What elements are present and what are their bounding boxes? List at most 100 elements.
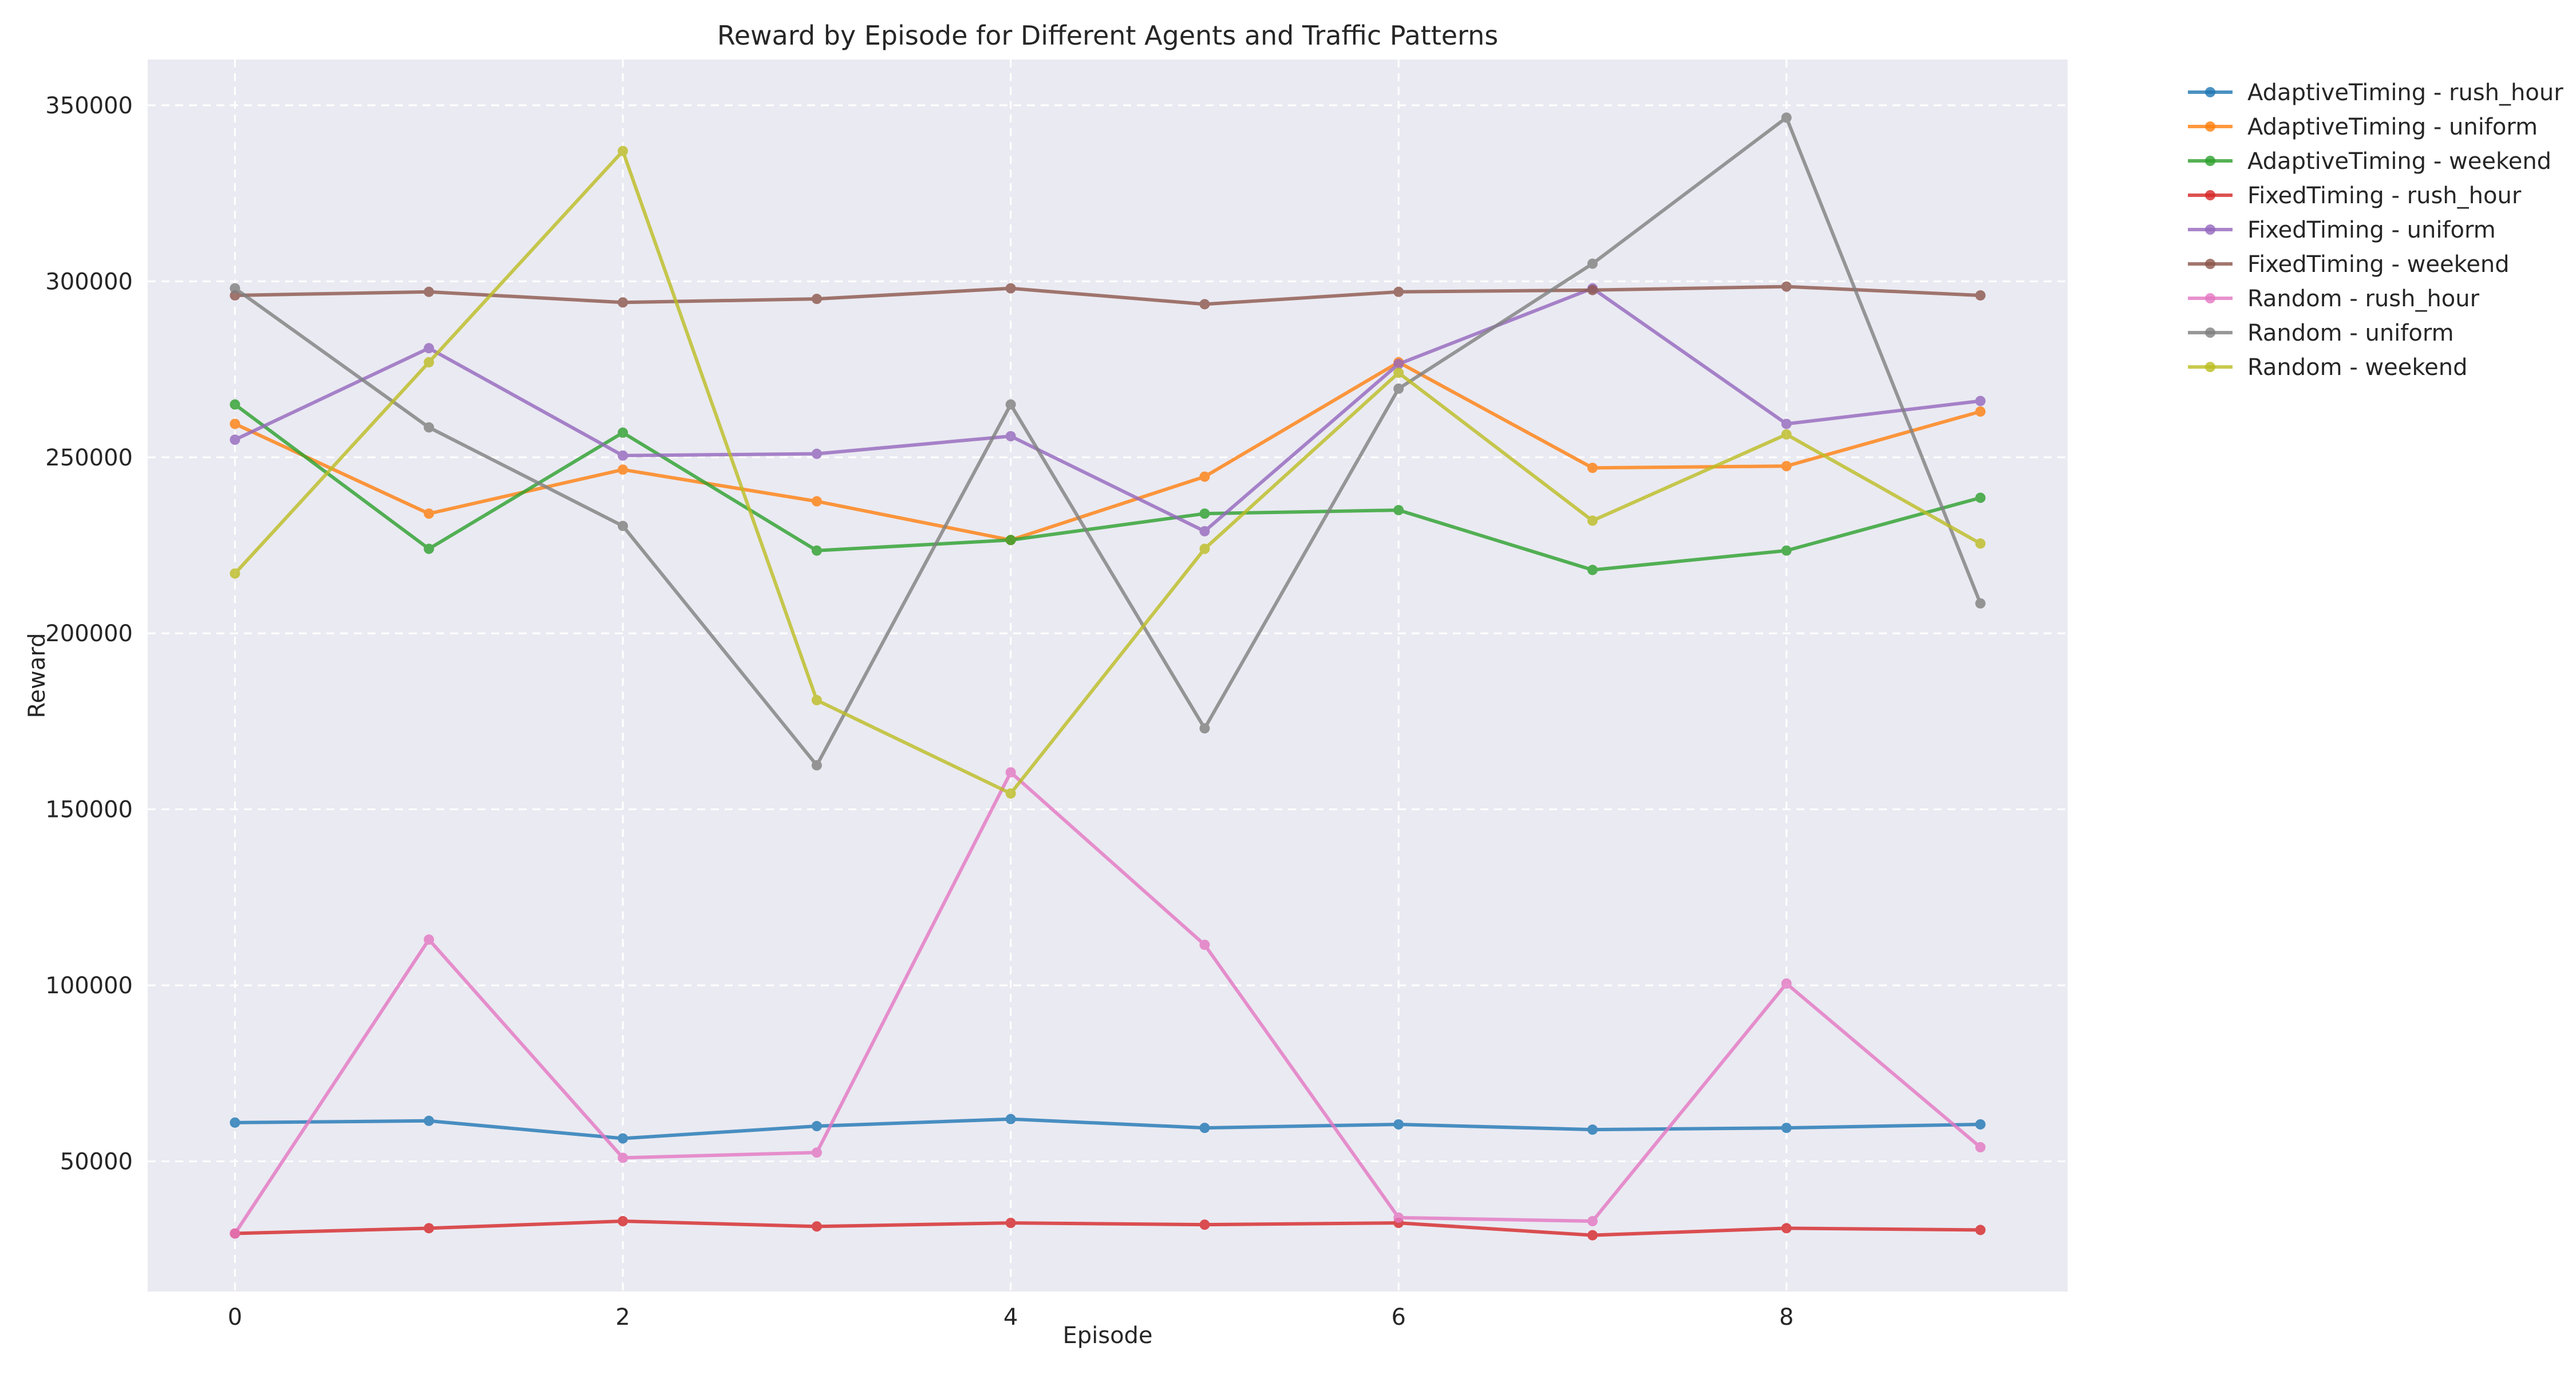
data-point (1005, 788, 1016, 799)
legend-item: FixedTiming - uniform (2188, 217, 2496, 243)
series-line (235, 1117, 1981, 1140)
series-8 (230, 145, 1986, 799)
data-point (1587, 285, 1598, 295)
legend-swatch-marker (2205, 327, 2215, 338)
data-point (1781, 1223, 1792, 1234)
data-point (1975, 598, 1986, 609)
data-point (1005, 1218, 1016, 1229)
data-point (1393, 286, 1404, 297)
series-5 (230, 281, 1986, 310)
data-point (1199, 939, 1210, 950)
legend-item: AdaptiveTiming - rush_hour (2188, 80, 2563, 106)
data-point (230, 290, 240, 301)
y-tick-label: 150000 (45, 797, 133, 823)
data-point (230, 418, 240, 429)
data-point (1975, 492, 1986, 503)
data-point (1199, 299, 1210, 310)
data-point (230, 568, 240, 579)
legend-swatch-marker (2205, 259, 2215, 269)
series-line (233, 771, 1982, 1235)
legend-swatch-marker (2205, 190, 2215, 200)
data-point (1199, 1123, 1210, 1134)
data-point (811, 760, 822, 771)
data-point (230, 283, 240, 294)
data-point (1975, 538, 1986, 549)
data-point (1199, 508, 1210, 519)
data-point (618, 1133, 629, 1144)
y-tick-label: 50000 (60, 1149, 133, 1175)
data-point (1005, 283, 1016, 294)
data-point (1393, 1119, 1404, 1130)
data-point (1199, 1219, 1210, 1230)
data-point (1005, 399, 1016, 410)
series-line (235, 1219, 1981, 1237)
data-point (618, 450, 629, 461)
data-point (424, 1115, 434, 1126)
series-0 (230, 1114, 1986, 1144)
data-point (811, 545, 822, 556)
legend-label: FixedTiming - rush_hour (2247, 183, 2522, 209)
data-point (1781, 978, 1792, 989)
y-axis-title: Reward (24, 633, 50, 718)
legend-label: FixedTiming - uniform (2247, 217, 2496, 243)
legend-label: AdaptiveTiming - rush_hour (2247, 80, 2563, 106)
data-point (1781, 429, 1792, 440)
data-point (424, 934, 434, 945)
legend-swatch-marker (2205, 224, 2215, 235)
data-point (1393, 358, 1404, 369)
data-point (1975, 1225, 1986, 1235)
data-point (424, 1223, 434, 1234)
data-point (1975, 406, 1986, 417)
legend-label: Random - rush_hour (2247, 286, 2480, 312)
data-point (811, 1121, 822, 1132)
data-point (1005, 1114, 1016, 1124)
data-point (811, 448, 822, 459)
data-point (1005, 767, 1016, 778)
plot-area (148, 60, 2068, 1292)
data-point (1781, 112, 1792, 123)
y-tick-label: 100000 (45, 973, 133, 999)
data-point (1199, 723, 1210, 734)
data-point (1975, 1119, 1986, 1130)
series-4 (230, 283, 1986, 536)
data-point (424, 286, 434, 297)
data-point (1587, 564, 1598, 575)
data-point (1199, 471, 1210, 482)
data-point (811, 496, 822, 507)
x-axis-ticks: 0 2 4 6 8 (228, 1304, 1794, 1330)
legend-item: FixedTiming - weekend (2188, 251, 2510, 278)
data-point (1393, 368, 1404, 378)
x-tick-label: 8 (1779, 1304, 1793, 1330)
data-point (1781, 461, 1792, 472)
series-line (234, 403, 1981, 572)
legend-swatch-marker (2205, 87, 2215, 97)
legend-label: AdaptiveTiming - uniform (2247, 114, 2538, 140)
x-axis-title: Episode (1062, 1322, 1152, 1349)
x-tick-label: 2 (615, 1304, 630, 1330)
data-point (618, 427, 629, 438)
data-point (424, 422, 434, 433)
legend-item: AdaptiveTiming - weekend (2188, 148, 2551, 175)
data-point (230, 1228, 240, 1239)
data-point (1975, 290, 1986, 301)
chart-title: Reward by Episode for Different Agents a… (717, 20, 1499, 51)
data-point (618, 297, 629, 308)
y-tick-label: 200000 (45, 621, 133, 647)
data-point (1781, 1123, 1792, 1134)
series-line (234, 116, 1982, 767)
legend-swatch-marker (2205, 121, 2215, 132)
y-axis-ticks: 50000 100000 150000 200000 250000 300000 35000… (45, 93, 133, 1175)
series-7 (230, 112, 1986, 771)
data-point (1199, 543, 1210, 554)
series-layer (230, 112, 1986, 1241)
data-point (424, 343, 434, 354)
y-tick-label: 250000 (45, 445, 133, 471)
data-point (1005, 431, 1016, 441)
legend-swatch-marker (2205, 156, 2215, 166)
data-point (1587, 515, 1598, 526)
data-point (424, 543, 434, 554)
data-point (811, 695, 822, 706)
data-point (1587, 1216, 1598, 1227)
legend-item: Random - rush_hour (2188, 286, 2480, 312)
data-point (1393, 383, 1404, 394)
